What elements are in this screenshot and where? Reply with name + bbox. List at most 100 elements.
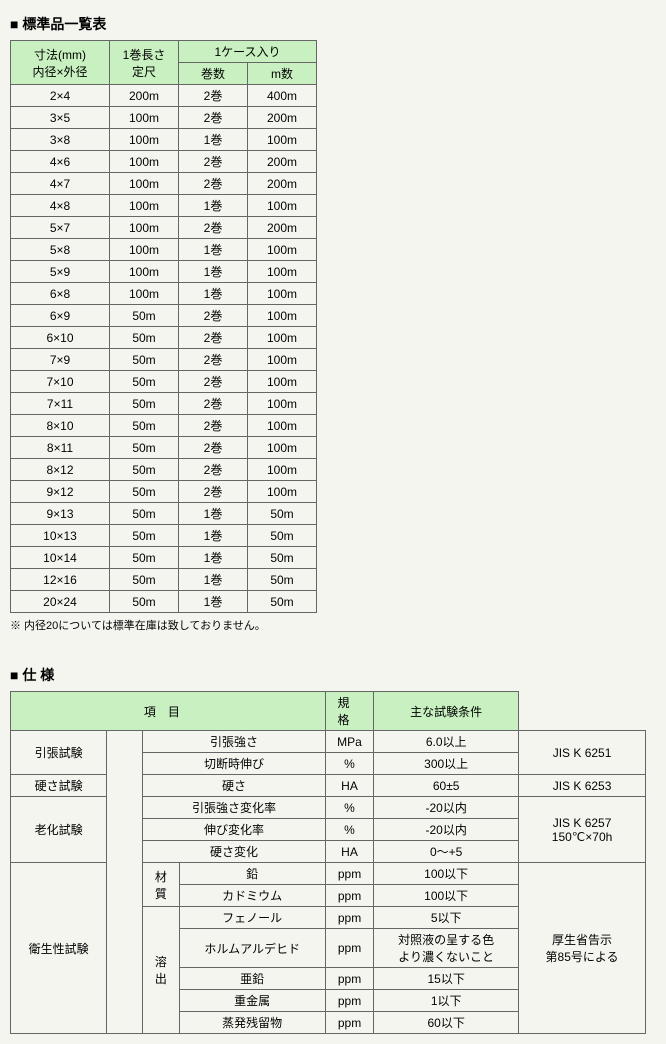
standard-table: 寸法(mm)内径×外径 1巻長さ定尺 1ケース入り 巻数 m数 2×4200m2… <box>10 40 317 613</box>
table-cell: 8×11 <box>11 437 110 459</box>
spec-group1: 衛生性試験 <box>11 863 107 1034</box>
table-cell: 100m <box>110 195 179 217</box>
table-cell: 50m <box>110 459 179 481</box>
table-cell: 2巻 <box>179 459 248 481</box>
table-cell: 50m <box>110 569 179 591</box>
spec-condition: JIS K 6257150℃×70h <box>519 797 646 863</box>
table-cell: 10×14 <box>11 547 110 569</box>
table-cell: 50m <box>248 525 317 547</box>
table-cell: 100m <box>248 327 317 349</box>
table-cell: 9×12 <box>11 481 110 503</box>
table-cell: 1巻 <box>179 503 248 525</box>
th-dimension: 寸法(mm)内径×外径 <box>11 41 110 85</box>
table-row: 10×1350m1巻50m <box>11 525 317 547</box>
table-cell: 100m <box>248 371 317 393</box>
table-cell: 9×13 <box>11 503 110 525</box>
spec-item: 鉛 <box>179 863 325 885</box>
spec-value: 100以下 <box>374 885 519 907</box>
table-row: 9×1250m2巻100m <box>11 481 317 503</box>
table-row: 引張試験引張強さMPa6.0以上JIS K 6251 <box>11 731 646 753</box>
table-row: 5×9100m1巻100m <box>11 261 317 283</box>
table-cell: 100m <box>248 195 317 217</box>
spec-item: 伸び変化率 <box>143 819 326 841</box>
spec-group1: 引張試験 <box>11 731 107 775</box>
spec-unit: ppm <box>325 907 373 929</box>
table-row: 2×4200m2巻400m <box>11 85 317 107</box>
spec-unit: HA <box>325 775 373 797</box>
table-row: 6×8100m1巻100m <box>11 283 317 305</box>
table-cell: 100m <box>110 239 179 261</box>
spec-item: カドミウム <box>179 885 325 907</box>
table-cell: 50m <box>110 327 179 349</box>
table-cell: 10×13 <box>11 525 110 547</box>
table-row: 硬さ試験硬さHA60±5JIS K 6253 <box>11 775 646 797</box>
table-cell: 100m <box>248 415 317 437</box>
table-row: 衛生性試験材質鉛ppm100以下厚生省告示第85号による <box>11 863 646 885</box>
table-cell: 2巻 <box>179 481 248 503</box>
spec-group1: 老化試験 <box>11 797 107 863</box>
table-cell: 20×24 <box>11 591 110 613</box>
spec-unit: ppm <box>325 863 373 885</box>
spec-unit: HA <box>325 841 373 863</box>
table-cell: 50m <box>248 547 317 569</box>
spec-value: 1以下 <box>374 990 519 1012</box>
table-cell: 50m <box>110 547 179 569</box>
spec-unit: ppm <box>325 929 373 968</box>
table-cell: 5×9 <box>11 261 110 283</box>
table-cell: 2巻 <box>179 151 248 173</box>
table-row: 10×1450m1巻50m <box>11 547 317 569</box>
table-cell: 200m <box>110 85 179 107</box>
table-row: 4×6100m2巻200m <box>11 151 317 173</box>
th-spec: 規格 <box>325 692 373 731</box>
spec-group1: 硬さ試験 <box>11 775 107 797</box>
spec-item: 硬さ <box>143 775 326 797</box>
spec-item: 切断時伸び <box>143 753 326 775</box>
spec-unit: % <box>325 819 373 841</box>
spec-group2: 材質 <box>143 863 179 907</box>
table-cell: 1巻 <box>179 195 248 217</box>
heading-spec: ■ 仕 様 <box>10 665 656 685</box>
table-cell: 3×8 <box>11 129 110 151</box>
table-cell: 50m <box>110 481 179 503</box>
table-cell: 1巻 <box>179 547 248 569</box>
table-cell: 50m <box>110 305 179 327</box>
spec-group2 <box>107 731 143 1034</box>
table-cell: 8×12 <box>11 459 110 481</box>
table-cell: 2×4 <box>11 85 110 107</box>
heading-standard: ■ 標準品一覧表 <box>10 14 656 34</box>
table-row: 6×1050m2巻100m <box>11 327 317 349</box>
table-cell: 100m <box>248 481 317 503</box>
table-cell: 1巻 <box>179 239 248 261</box>
table-cell: 2巻 <box>179 85 248 107</box>
th-item: 項目 <box>11 692 326 731</box>
th-length: 1巻長さ定尺 <box>110 41 179 85</box>
spec-value: -20以内 <box>374 819 519 841</box>
table-cell: 100m <box>248 393 317 415</box>
th-cond: 主な試験条件 <box>374 692 519 731</box>
table-cell: 200m <box>248 107 317 129</box>
spec-item: 蒸発残留物 <box>179 1012 325 1034</box>
spec-value: 300以上 <box>374 753 519 775</box>
table-cell: 1巻 <box>179 591 248 613</box>
table-row: 7×1050m2巻100m <box>11 371 317 393</box>
spec-unit: MPa <box>325 731 373 753</box>
spec-item: 硬さ変化 <box>143 841 326 863</box>
table-cell: 1巻 <box>179 129 248 151</box>
table-cell: 2巻 <box>179 393 248 415</box>
table-cell: 50m <box>110 371 179 393</box>
table-row: 8×1050m2巻100m <box>11 415 317 437</box>
table-cell: 4×8 <box>11 195 110 217</box>
th-rolls: 巻数 <box>179 63 248 85</box>
table-cell: 6×8 <box>11 283 110 305</box>
table-cell: 100m <box>110 129 179 151</box>
table-cell: 2巻 <box>179 173 248 195</box>
table-row: 5×8100m1巻100m <box>11 239 317 261</box>
table-cell: 2巻 <box>179 349 248 371</box>
table-cell: 400m <box>248 85 317 107</box>
table-cell: 7×9 <box>11 349 110 371</box>
table-cell: 100m <box>110 151 179 173</box>
spec-unit: ppm <box>325 990 373 1012</box>
table-cell: 50m <box>110 393 179 415</box>
table-cell: 100m <box>248 283 317 305</box>
table-row: 5×7100m2巻200m <box>11 217 317 239</box>
